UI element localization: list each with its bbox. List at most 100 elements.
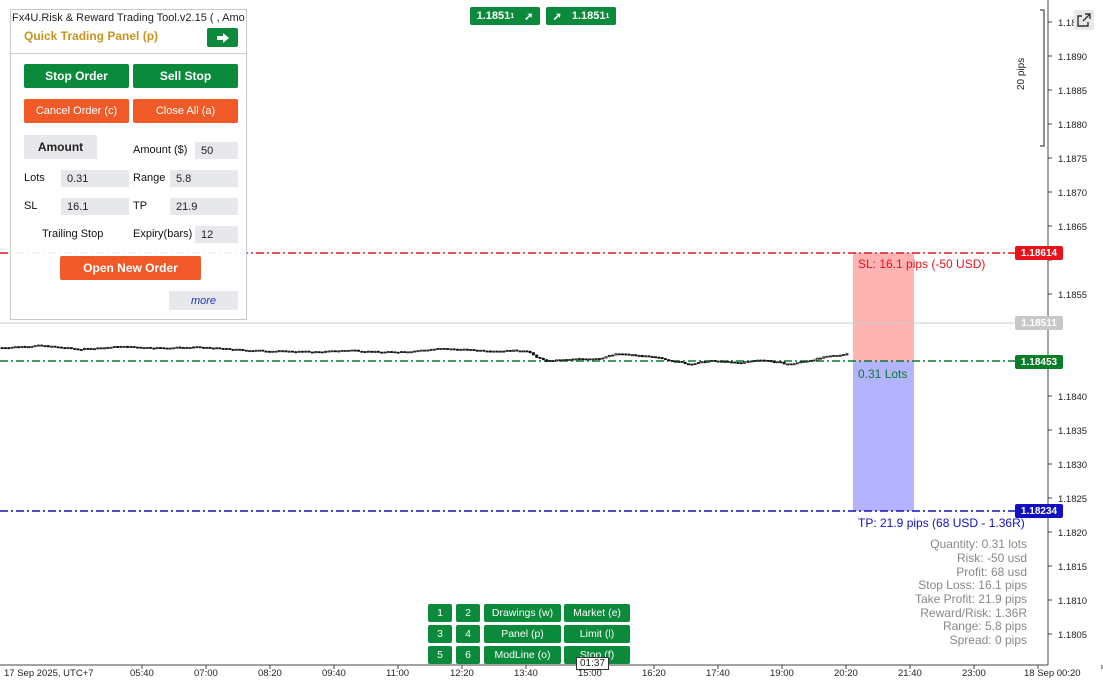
candle-body <box>281 350 285 353</box>
candle-body <box>112 346 116 348</box>
candle-body <box>449 348 453 351</box>
candle-body <box>505 350 509 352</box>
sl-input[interactable]: 16.1 <box>61 198 129 215</box>
candle-body <box>584 358 588 361</box>
candle-body <box>677 361 681 363</box>
candle-body <box>713 360 717 362</box>
drawings-button[interactable]: Drawings (w) <box>484 604 561 622</box>
collapse-panel-button[interactable] <box>207 28 238 47</box>
candle-body <box>185 347 189 349</box>
x-tick: 16:20 <box>642 668 666 679</box>
toolbar-button-3[interactable]: 3 <box>428 625 452 643</box>
candle-body <box>706 360 710 363</box>
candle-body <box>819 357 823 360</box>
candle-body <box>13 346 17 349</box>
candle-body <box>825 355 829 358</box>
modline-button[interactable]: ModLine (o) <box>484 646 561 664</box>
close-all-button[interactable]: Close All (a) <box>133 99 238 123</box>
candle-body <box>238 348 242 351</box>
candle-body <box>314 351 318 354</box>
candle-body <box>370 350 374 353</box>
range-input[interactable]: 5.8 <box>170 170 238 187</box>
candle-body <box>178 346 182 349</box>
candle-body <box>215 347 219 350</box>
candle-body <box>531 352 535 356</box>
candle-body <box>363 351 367 353</box>
candle-body <box>842 354 846 356</box>
candle-body <box>224 348 228 350</box>
candle-body <box>198 346 202 349</box>
candle-body <box>89 348 93 350</box>
amount-mode-button[interactable]: Amount <box>24 135 97 159</box>
toolbar-button-6[interactable]: 6 <box>456 646 480 664</box>
candle-body <box>432 348 436 351</box>
toolbar-button-1[interactable]: 1 <box>428 604 452 622</box>
candle-body <box>284 350 288 353</box>
candle-body <box>630 354 634 357</box>
candle-body <box>307 350 311 353</box>
ask-price: 1.1851 <box>571 10 606 22</box>
candle-body <box>162 347 166 350</box>
candle-body <box>191 346 195 349</box>
candle-body <box>574 358 578 361</box>
limit-button[interactable]: Limit (l) <box>564 625 630 643</box>
quick-trading-panel: Fx4U.Risk & Reward Trading Tool.v2.15 ( … <box>10 9 247 320</box>
more-button[interactable]: more <box>169 291 238 310</box>
candle-body <box>538 357 542 359</box>
lots-input[interactable]: 0.31 <box>61 170 129 187</box>
toolbar-button-5[interactable]: 5 <box>428 646 452 664</box>
tp-input[interactable]: 21.9 <box>170 198 238 215</box>
candle-body <box>241 349 245 351</box>
x-tick: 13:40 <box>514 668 538 679</box>
expiry-input[interactable]: 12 <box>195 226 238 243</box>
candle-body <box>366 350 370 353</box>
candle-body <box>386 351 390 353</box>
candle-body <box>789 363 793 366</box>
candle-body <box>753 360 757 362</box>
candle-body <box>254 349 258 352</box>
panel-button[interactable]: Panel (p) <box>484 625 561 643</box>
candle-body <box>488 350 492 353</box>
candle-body <box>594 358 598 360</box>
candle-body <box>267 350 271 353</box>
candle-body <box>389 351 393 353</box>
sell-stop-button[interactable]: Sell Stop <box>133 64 238 88</box>
x-tick: 11:00 <box>386 668 410 679</box>
candle-body <box>109 346 113 349</box>
amount-label: Amount ($) <box>133 144 188 156</box>
trailing-stop-toggle[interactable]: Trailing Stop <box>42 228 104 240</box>
candle-body <box>479 349 483 352</box>
candle-body <box>182 347 186 349</box>
candle-body <box>287 350 291 353</box>
candle-body <box>416 350 420 353</box>
candle-body <box>795 362 799 365</box>
open-new-order-button[interactable]: Open New Order <box>60 256 201 280</box>
candle-body <box>119 346 123 348</box>
candle-body <box>337 350 341 353</box>
candle-body <box>419 349 423 352</box>
cancel-order-button[interactable]: Cancel Order (c) <box>24 99 129 123</box>
sl-price-tag: 1.18614 <box>1015 246 1063 260</box>
candle-body <box>158 347 162 349</box>
market-button[interactable]: Market (e) <box>564 604 630 622</box>
toolbar-button-2[interactable]: 2 <box>456 604 480 622</box>
bid-quote-button[interactable]: 1.1851 1 ➚ <box>470 7 540 25</box>
candle-body <box>644 355 648 358</box>
candle-body <box>244 349 248 352</box>
candle-body <box>36 344 40 347</box>
y-tick: 1.1830 <box>1058 460 1088 471</box>
candle-body <box>776 361 780 364</box>
y-tick: 1.1885 <box>1058 86 1088 97</box>
popout-icon[interactable] <box>1074 10 1094 30</box>
candle-body <box>66 347 70 350</box>
x-tick: 12:20 <box>450 668 474 679</box>
toolbar-button-4[interactable]: 4 <box>456 625 480 643</box>
amount-input[interactable]: 50 <box>195 142 238 159</box>
candle-body <box>257 349 261 352</box>
candle-body <box>69 347 73 350</box>
ask-quote-button[interactable]: ➚ 1.1851 1 <box>546 7 616 25</box>
candle-body <box>687 363 691 366</box>
stat-stop-loss: Stop Loss: 16.1 pips <box>918 578 1027 592</box>
candle-body <box>323 350 327 353</box>
stop-order-button[interactable]: Stop Order <box>24 64 129 88</box>
